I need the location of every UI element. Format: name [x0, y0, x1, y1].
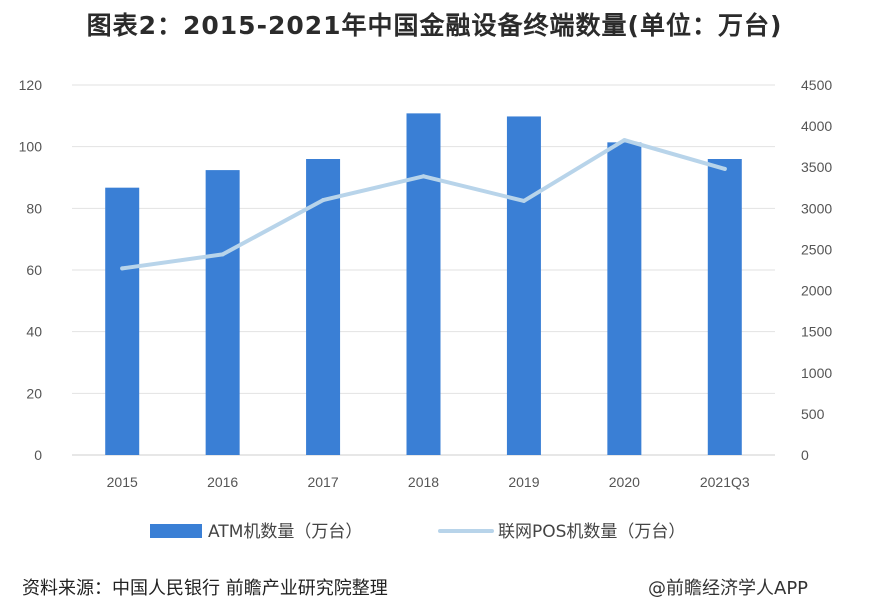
right-tick-label: 1500	[801, 324, 832, 340]
left-tick-label: 20	[26, 385, 42, 401]
x-tick-label: 2019	[508, 474, 539, 490]
point-pos-2019	[521, 198, 526, 203]
legend-label-atm: ATM机数量（万台）	[208, 522, 362, 542]
bar-atm-2015	[105, 187, 140, 456]
left-tick-label: 60	[26, 262, 42, 278]
x-tick-label: 2021Q3	[700, 474, 750, 490]
right-tick-label: 500	[801, 406, 825, 422]
right-axis-ticks: 0 500 1000 1500 2000 2500 3000 3500 4000 4500	[801, 77, 832, 463]
x-tick-label: 2018	[408, 474, 439, 490]
point-pos-2017	[321, 198, 326, 203]
left-tick-label: 0	[34, 447, 42, 463]
right-tick-label: 3000	[801, 200, 832, 216]
legend: ATM机数量（万台） 联网POS机数量（万台）	[150, 522, 685, 542]
bar-atm-2017	[306, 159, 341, 455]
x-tick-label: 2017	[307, 474, 338, 490]
point-pos-2018	[421, 174, 426, 179]
bar-atm-2016	[205, 170, 240, 455]
right-tick-label: 0	[801, 447, 809, 463]
point-pos-2015	[120, 266, 125, 271]
right-tick-label: 2500	[801, 241, 832, 257]
left-axis-ticks: 0 20 40 60 80 100 120	[19, 77, 43, 463]
bar-atm-2020	[607, 142, 642, 455]
left-tick-label: 100	[19, 139, 43, 155]
right-tick-label: 2000	[801, 283, 832, 299]
source-note: 资料来源：中国人民银行 前瞻产业研究院整理	[22, 578, 388, 599]
point-pos-2020	[622, 138, 627, 143]
watermark-text: @前瞻经济学人APP	[648, 578, 809, 599]
x-tick-label: 2015	[107, 474, 138, 490]
bar-atm-2021Q3	[707, 159, 742, 455]
right-tick-label: 4000	[801, 118, 832, 134]
right-tick-label: 4500	[801, 77, 832, 93]
left-tick-label: 80	[26, 200, 42, 216]
x-tick-label: 2016	[207, 474, 238, 490]
x-tick-label: 2020	[609, 474, 640, 490]
atm-bars	[105, 113, 742, 456]
legend-swatch-atm	[150, 524, 202, 538]
bar-atm-2019	[506, 116, 541, 455]
right-tick-label: 3500	[801, 159, 832, 175]
chart-title: 图表2：2015-2021年中国金融设备终端数量(单位：万台)	[86, 11, 783, 40]
point-pos-2021Q3	[722, 166, 727, 171]
x-axis-ticks: 2015 2016 2017 2018 2019 2020 2021Q3	[107, 474, 750, 490]
left-tick-label: 40	[26, 324, 42, 340]
right-tick-label: 1000	[801, 365, 832, 381]
left-tick-label: 120	[19, 77, 43, 93]
legend-label-pos: 联网POS机数量（万台）	[498, 522, 685, 542]
bar-atm-2018	[406, 113, 441, 455]
pos-line	[120, 138, 727, 271]
point-pos-2016	[220, 252, 225, 257]
